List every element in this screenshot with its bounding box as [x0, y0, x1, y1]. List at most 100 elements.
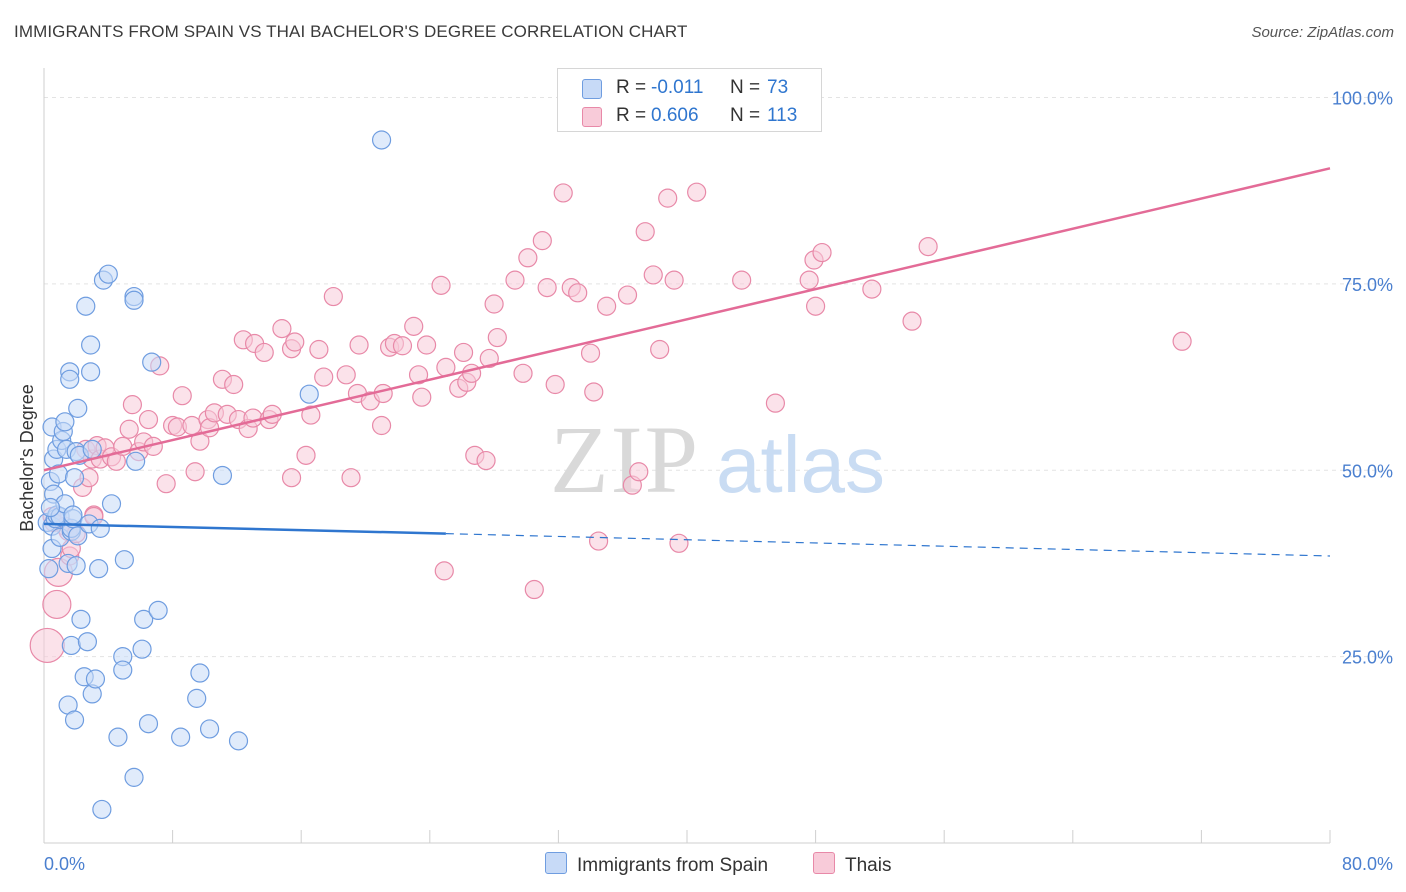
pink-point [341, 468, 361, 488]
pink-point [553, 183, 573, 203]
y-tick-label: 75.0% [1342, 275, 1393, 295]
pink-point [524, 579, 544, 600]
pink-point [224, 374, 244, 395]
blue-point [212, 465, 233, 486]
blue-point [199, 719, 220, 739]
blue-point [90, 518, 110, 538]
pink-point [392, 336, 413, 356]
pink-point [371, 415, 392, 436]
pink-point [1172, 331, 1192, 351]
pink-point [487, 327, 507, 348]
blue-point [82, 439, 102, 459]
bottom-legend-blue: Immigrants from Spain [545, 852, 768, 877]
legend-row-pink: R = 0.606 N = 113 [558, 103, 821, 131]
pink-point [285, 332, 305, 352]
grid-lines [44, 97, 1392, 658]
watermark-atlas: atlas [716, 420, 885, 509]
pink-point [323, 286, 343, 307]
blue-point [138, 714, 159, 734]
blue-point [134, 609, 154, 629]
pink-point [588, 531, 609, 551]
blue-point [77, 632, 98, 652]
pink-point [254, 342, 274, 363]
legend-row-blue: R = -0.011 N = 73 [558, 75, 821, 103]
blue-point [299, 384, 319, 404]
y-tick-label: 50.0% [1342, 461, 1393, 481]
blue-point [64, 710, 85, 730]
pink-point [732, 270, 752, 290]
pink-point [185, 462, 205, 482]
blue-point [63, 505, 83, 525]
x-tick-label-min: 0.0% [44, 854, 85, 874]
bottom-legend-swatch-blue [545, 852, 567, 874]
pink-point [862, 279, 882, 299]
blue-point [142, 352, 162, 372]
chart-title: IMMIGRANTS FROM SPAIN VS THAI BACHELOR'S… [14, 22, 688, 41]
blue-point [126, 451, 146, 471]
legend-r-value-pink: 0.606 [651, 105, 699, 126]
blue-point [81, 362, 101, 382]
legend-r-label: R = [616, 105, 647, 126]
trend-line-pink [43, 167, 1331, 472]
blue-point [124, 290, 144, 310]
watermark: ZIP atlas [550, 406, 885, 513]
pink-point [156, 474, 176, 494]
y-axis-label: Bachelor's Degree [17, 384, 37, 532]
pink-point [505, 270, 525, 290]
pink-point [412, 387, 432, 407]
trend-line-blue-dashed [445, 533, 1331, 557]
pink-point [635, 222, 655, 242]
pink-point [568, 283, 588, 303]
pink-point [416, 335, 437, 355]
pink-point [172, 386, 192, 406]
pink-point [408, 365, 429, 385]
blue-point [113, 660, 133, 680]
blue-point [114, 550, 134, 570]
source-label: Source: ZipAtlas.com [1251, 24, 1394, 41]
blue-point [190, 663, 210, 683]
trend-line-blue [43, 522, 446, 535]
pink-point [434, 561, 454, 581]
legend-n-value-blue: 73 [767, 77, 789, 98]
pink-point [518, 248, 538, 268]
bottom-legend-pink: Thais [813, 852, 891, 877]
pink-point [545, 374, 565, 395]
pink-point [309, 339, 329, 360]
blue-point [64, 468, 85, 488]
blue-point [108, 727, 128, 747]
y-tick-label: 25.0% [1342, 648, 1393, 668]
pink-point [479, 348, 499, 369]
blue-point [40, 497, 61, 518]
legend-n-label: N = [730, 105, 761, 126]
pink-point [584, 382, 604, 402]
pink-point [29, 627, 65, 664]
pink-point [902, 311, 922, 331]
pink-point [373, 383, 393, 404]
blue-point [66, 556, 86, 576]
pink-point [484, 294, 504, 314]
blue-points [37, 130, 392, 820]
pink-point [272, 319, 292, 339]
blue-point [132, 639, 152, 659]
pink-point [799, 270, 819, 290]
blue-point [101, 494, 122, 514]
pink-point [687, 182, 707, 202]
pink-point [301, 405, 321, 425]
pink-point [658, 188, 678, 208]
pink-point [650, 339, 670, 360]
pink-point [513, 363, 533, 383]
blue-point [148, 600, 168, 621]
legend-r-label: R = [616, 77, 647, 98]
legend-n-value-pink: 113 [767, 105, 798, 126]
bottom-legend-label-pink: Thais [845, 855, 892, 876]
pink-point [314, 367, 334, 387]
pink-point [138, 409, 159, 430]
blue-point [98, 264, 118, 284]
bottom-legend-swatch-pink [813, 852, 835, 874]
pink-point [629, 462, 649, 482]
legend-swatch-blue [582, 79, 602, 99]
blue-point [71, 609, 91, 629]
pink-point [537, 278, 557, 298]
blue-point [55, 412, 75, 432]
